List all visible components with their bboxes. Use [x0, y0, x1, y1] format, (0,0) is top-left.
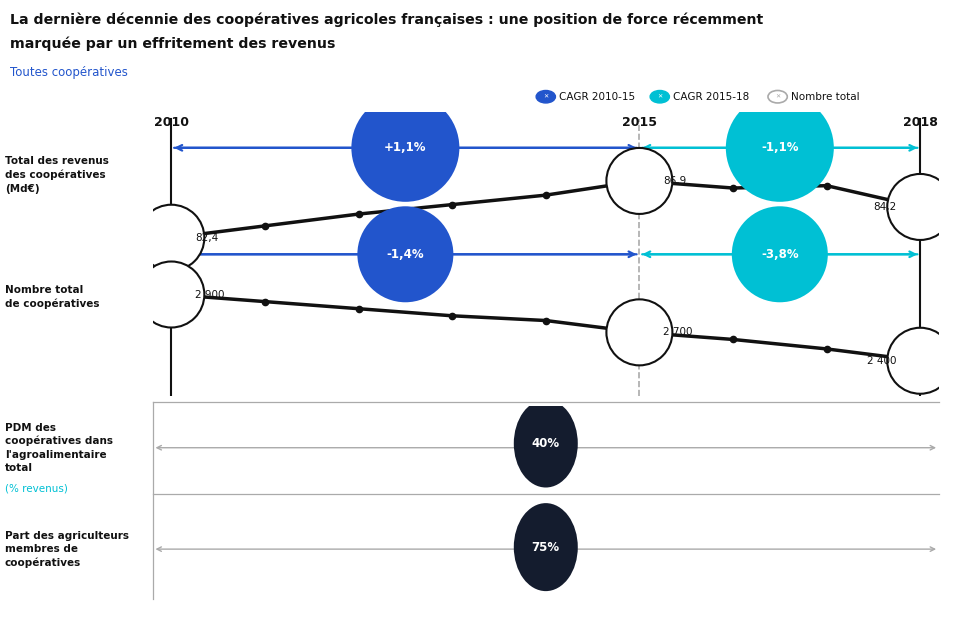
- Text: Total des revenus
des coopératives
(Md€): Total des revenus des coopératives (Md€): [5, 156, 109, 193]
- Text: ✕: ✕: [775, 94, 781, 99]
- Text: CAGR 2010-15: CAGR 2010-15: [559, 92, 636, 102]
- Text: (% revenus): (% revenus): [5, 483, 68, 494]
- Ellipse shape: [607, 300, 672, 366]
- Text: 2 700: 2 700: [663, 328, 693, 338]
- Text: -3,8%: -3,8%: [761, 248, 799, 261]
- Text: 2 900: 2 900: [195, 290, 224, 300]
- Text: 2 400: 2 400: [867, 356, 896, 366]
- Text: Toutes coopératives: Toutes coopératives: [10, 66, 128, 79]
- Text: 84,2: 84,2: [873, 202, 896, 212]
- Text: ✕: ✕: [657, 94, 663, 99]
- Ellipse shape: [357, 207, 453, 302]
- Text: Nombre total: Nombre total: [791, 92, 860, 102]
- Text: PDM des
coopératives dans
l'agroalimentaire
total: PDM des coopératives dans l'agroalimenta…: [5, 422, 113, 473]
- Ellipse shape: [607, 148, 672, 214]
- Ellipse shape: [514, 399, 578, 487]
- Ellipse shape: [725, 94, 834, 202]
- Text: 82,4: 82,4: [195, 233, 218, 243]
- Ellipse shape: [352, 94, 460, 202]
- Ellipse shape: [514, 503, 578, 591]
- Ellipse shape: [887, 174, 953, 240]
- Text: 40%: 40%: [531, 437, 560, 450]
- Ellipse shape: [138, 205, 205, 271]
- Text: Part des agriculteurs
membres de
coopératives: Part des agriculteurs membres de coopéra…: [5, 530, 128, 568]
- Text: 2018: 2018: [903, 116, 938, 129]
- Text: 75%: 75%: [531, 540, 560, 553]
- Text: -1,1%: -1,1%: [761, 141, 799, 154]
- Ellipse shape: [138, 261, 205, 328]
- Text: CAGR 2015-18: CAGR 2015-18: [673, 92, 750, 102]
- Text: ✕: ✕: [543, 94, 549, 99]
- Ellipse shape: [732, 207, 828, 302]
- Ellipse shape: [887, 328, 953, 394]
- Text: 86,9: 86,9: [663, 176, 686, 186]
- Text: +1,1%: +1,1%: [384, 141, 427, 154]
- Text: Nombre total
de coopératives: Nombre total de coopératives: [5, 285, 99, 309]
- Text: La dernière décennie des coopératives agricoles françaises : une position de for: La dernière décennie des coopératives ag…: [10, 12, 763, 27]
- Text: marquée par un effritement des revenus: marquée par un effritement des revenus: [10, 36, 335, 51]
- Text: -1,4%: -1,4%: [386, 248, 424, 261]
- Text: 2015: 2015: [622, 116, 657, 129]
- Text: 2010: 2010: [154, 116, 188, 129]
